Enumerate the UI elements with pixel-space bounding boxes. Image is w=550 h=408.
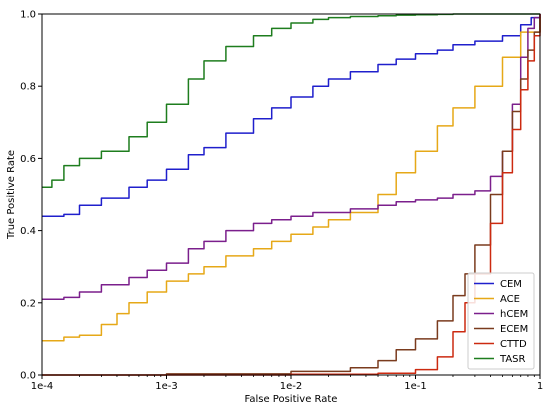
legend-label-ace: ACE (500, 294, 520, 305)
y-axis-ticks: 0.0 0.2 0.4 0.6 0.8 1.0 (20, 10, 42, 382)
series-line-ace (42, 14, 541, 342)
y-tick-label: 0.8 (20, 82, 36, 93)
series-line-tasr (42, 13, 540, 189)
series-line-ecem (42, 17, 541, 376)
series-line-cem (42, 14, 541, 217)
x-tick-label: 1e-2 (280, 381, 303, 392)
legend-label-cem: CEM (500, 279, 522, 290)
x-axis-label: False Positive Rate (245, 394, 338, 405)
y-tick-label: 1.0 (20, 10, 36, 21)
x-tick-label: 1 (537, 381, 543, 392)
x-tick-label: 1e-4 (31, 381, 54, 392)
x-axis-ticks: 1e-4 1e-3 1e-2 1e-1 1 (31, 375, 543, 392)
legend-label-hcem: hCEM (500, 309, 528, 320)
legend-label-tasr: TASR (499, 354, 526, 365)
legend-label-cttd: CTTD (500, 339, 527, 350)
legend-box (467, 272, 535, 370)
legend: CEM ACE hCEM ECEM CTTD TASR (467, 272, 535, 370)
x-tick-label: 1e-1 (404, 381, 427, 392)
y-tick-label: 0.6 (20, 154, 36, 165)
x-tick-label: 1e-3 (155, 381, 178, 392)
y-tick-label: 0.2 (20, 298, 36, 309)
y-tick-label: 0.4 (20, 226, 36, 237)
legend-label-ecem: ECEM (500, 324, 528, 335)
y-axis-label: True Positive Rate (6, 150, 17, 240)
series-layer (42, 13, 541, 376)
y-tick-label: 0.0 (20, 371, 36, 382)
